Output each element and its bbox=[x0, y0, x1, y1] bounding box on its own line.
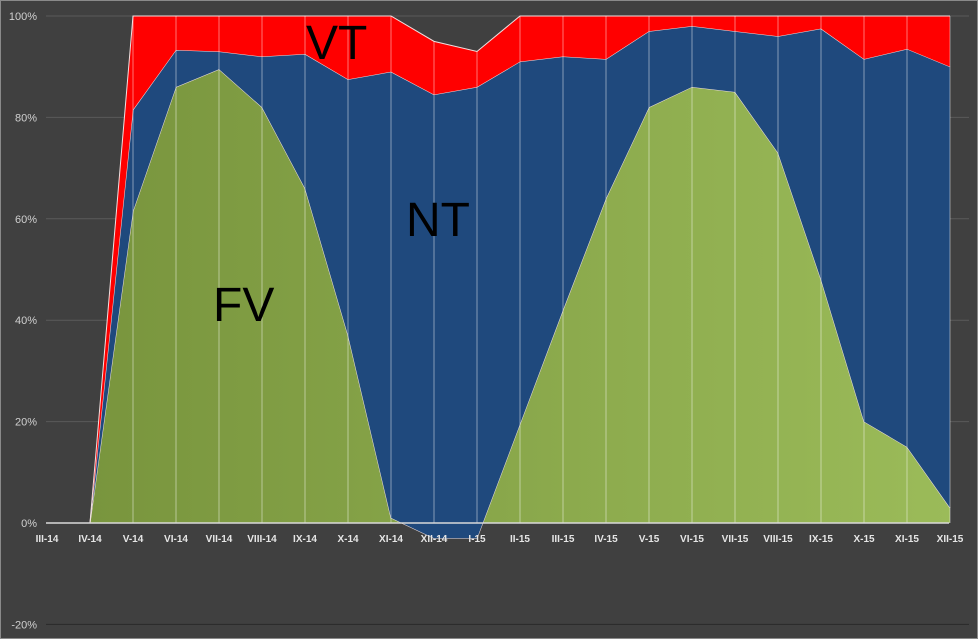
x-tick-label: X-15 bbox=[853, 534, 875, 545]
y-tick-label: 100% bbox=[9, 11, 37, 23]
y-tick-label: 40% bbox=[15, 315, 37, 327]
y-tick-label: 0% bbox=[21, 518, 37, 530]
area-vt bbox=[47, 16, 950, 523]
x-tick-label: XI-15 bbox=[895, 534, 919, 545]
x-tick-label: XII-15 bbox=[937, 534, 964, 545]
x-tick-label: II-15 bbox=[510, 534, 530, 545]
x-tick-label: VII-14 bbox=[206, 534, 233, 545]
x-tick-label: IV-15 bbox=[594, 534, 618, 545]
x-tick-label: V-15 bbox=[639, 534, 660, 545]
x-tick-label: XII-14 bbox=[421, 534, 448, 545]
x-tick-label: IX-15 bbox=[809, 534, 833, 545]
annotation-fv: FV bbox=[213, 279, 274, 332]
y-tick-label: 80% bbox=[15, 112, 37, 124]
x-tick-label: I-15 bbox=[468, 534, 486, 545]
y-tick-label: 20% bbox=[15, 417, 37, 429]
x-tick-label: VI-14 bbox=[164, 534, 188, 545]
x-tick-label: V-14 bbox=[123, 534, 144, 545]
x-tick-label: VIII-14 bbox=[247, 534, 277, 545]
y-tick-label: 60% bbox=[15, 214, 37, 226]
annotation-vt: VT bbox=[306, 17, 367, 70]
x-tick-label: XI-14 bbox=[379, 534, 403, 545]
x-tick-label: VI-15 bbox=[680, 534, 704, 545]
x-tick-label: VIII-15 bbox=[763, 534, 793, 545]
annotation-nt: NT bbox=[406, 194, 470, 247]
x-tick-label: IX-14 bbox=[293, 534, 317, 545]
x-tick-label: X-14 bbox=[337, 534, 359, 545]
area-nt bbox=[47, 26, 950, 539]
x-tick-label: III-14 bbox=[36, 534, 59, 545]
area-fv bbox=[47, 69, 950, 539]
x-tick-label: IV-14 bbox=[78, 534, 102, 545]
series-line-vt bbox=[47, 15, 950, 524]
x-tick-label: III-15 bbox=[552, 534, 575, 545]
x-tick-label: VII-15 bbox=[722, 534, 749, 545]
y-tick-label: -20% bbox=[11, 619, 37, 631]
